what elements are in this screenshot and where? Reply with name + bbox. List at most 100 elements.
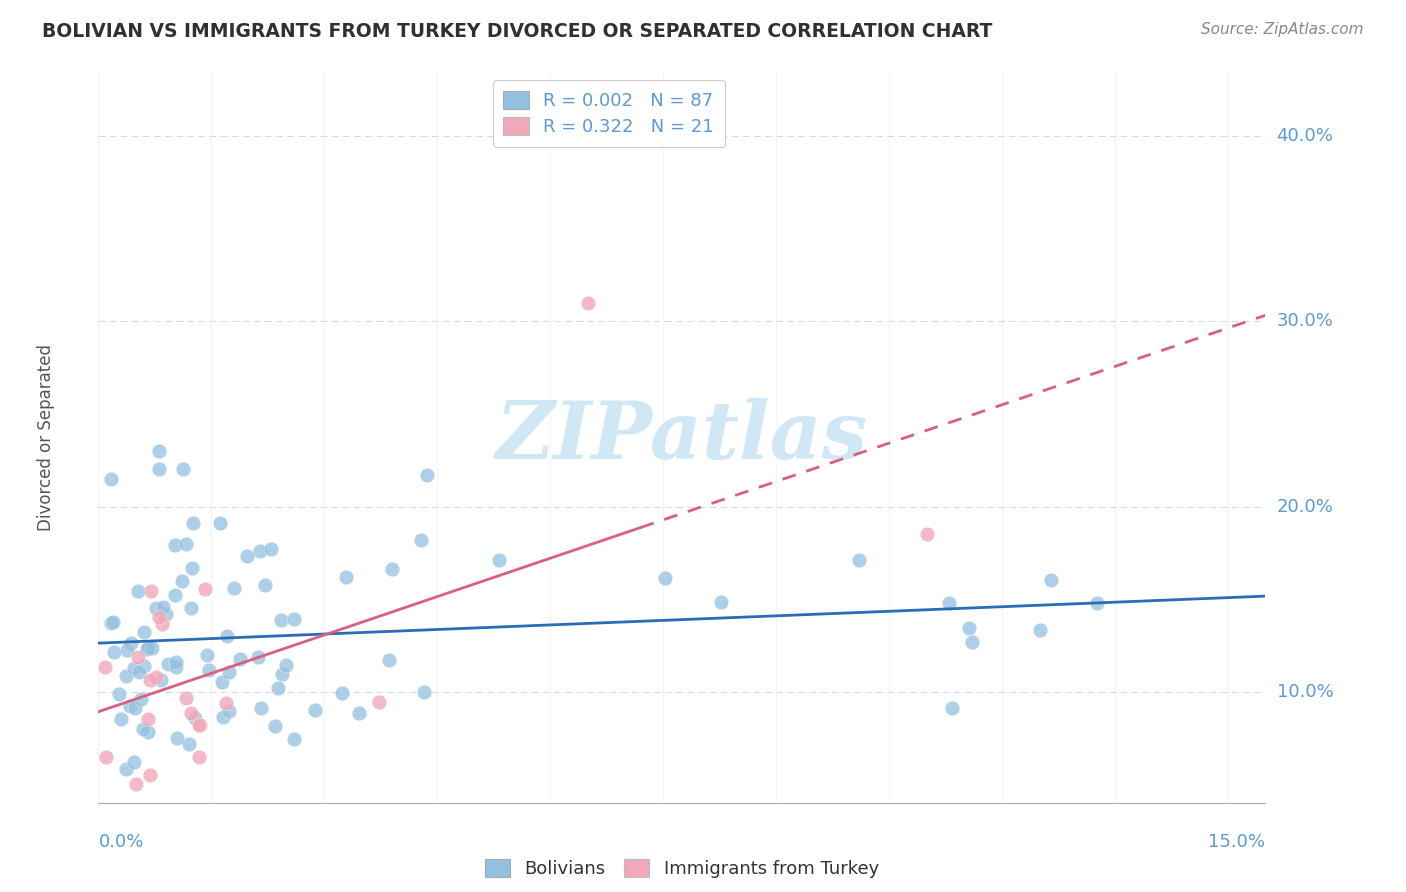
Text: 30.0%: 30.0% xyxy=(1277,312,1333,330)
Point xyxy=(304,703,326,717)
Point xyxy=(148,462,170,476)
Point xyxy=(172,462,194,476)
Point xyxy=(115,643,138,657)
Point xyxy=(198,663,221,677)
Point xyxy=(270,613,292,627)
Point xyxy=(150,617,173,632)
Point xyxy=(103,645,125,659)
Point xyxy=(576,295,599,310)
Point xyxy=(145,670,167,684)
Point xyxy=(152,600,174,615)
Point xyxy=(188,718,211,732)
Point xyxy=(378,652,401,666)
Point xyxy=(654,571,676,585)
Point xyxy=(415,468,437,483)
Point xyxy=(208,516,231,530)
Point xyxy=(100,616,122,631)
Point xyxy=(100,472,122,486)
Point xyxy=(136,725,159,739)
Point xyxy=(941,700,963,714)
Text: ZIPatlas: ZIPatlas xyxy=(496,399,868,475)
Point xyxy=(125,777,148,791)
Point xyxy=(176,691,198,706)
Point xyxy=(155,607,177,621)
Point xyxy=(1039,573,1062,587)
Point xyxy=(181,516,204,530)
Point xyxy=(274,658,297,673)
Point xyxy=(264,719,287,733)
Point xyxy=(368,695,391,709)
Point xyxy=(107,687,129,701)
Point xyxy=(132,659,155,673)
Point xyxy=(127,584,149,599)
Point xyxy=(170,574,193,589)
Point xyxy=(136,712,159,726)
Point xyxy=(174,537,197,551)
Text: 0.0%: 0.0% xyxy=(98,833,143,851)
Point xyxy=(214,696,236,710)
Point xyxy=(190,718,212,732)
Point xyxy=(129,692,152,706)
Point xyxy=(222,581,245,595)
Point xyxy=(180,600,202,615)
Point xyxy=(139,673,162,688)
Point xyxy=(165,588,187,602)
Point xyxy=(260,542,283,557)
Point xyxy=(132,625,155,640)
Point xyxy=(139,583,162,598)
Point xyxy=(1029,624,1052,638)
Point xyxy=(94,749,117,764)
Point xyxy=(136,640,159,654)
Point xyxy=(938,596,960,610)
Point xyxy=(710,595,733,609)
Point xyxy=(1087,596,1109,610)
Point xyxy=(135,641,157,656)
Point xyxy=(124,701,146,715)
Point xyxy=(103,615,125,629)
Text: Source: ZipAtlas.com: Source: ZipAtlas.com xyxy=(1201,22,1364,37)
Point xyxy=(128,665,150,680)
Point xyxy=(215,629,238,643)
Point xyxy=(960,634,983,648)
Point xyxy=(211,675,233,690)
Point xyxy=(180,706,202,720)
Point xyxy=(139,768,162,782)
Text: 40.0%: 40.0% xyxy=(1277,128,1333,145)
Point xyxy=(177,737,200,751)
Point xyxy=(283,611,305,625)
Point xyxy=(149,673,172,687)
Point xyxy=(166,731,188,746)
Text: BOLIVIAN VS IMMIGRANTS FROM TURKEY DIVORCED OR SEPARATED CORRELATION CHART: BOLIVIAN VS IMMIGRANTS FROM TURKEY DIVOR… xyxy=(42,22,993,41)
Point xyxy=(141,640,163,655)
Point xyxy=(848,553,870,567)
Point xyxy=(488,553,510,567)
Point xyxy=(349,706,371,720)
Point xyxy=(120,636,142,650)
Point xyxy=(218,665,240,680)
Point xyxy=(228,651,250,665)
Point xyxy=(380,562,402,576)
Point xyxy=(148,444,170,458)
Point xyxy=(132,722,155,736)
Point xyxy=(218,704,240,718)
Point xyxy=(114,669,136,683)
Point xyxy=(156,657,179,671)
Point xyxy=(271,666,294,681)
Point xyxy=(122,755,145,769)
Point xyxy=(412,684,434,698)
Point xyxy=(247,649,270,664)
Point xyxy=(267,681,290,695)
Point xyxy=(195,648,218,663)
Point xyxy=(283,731,305,746)
Point xyxy=(409,533,432,547)
Point xyxy=(250,701,273,715)
Point xyxy=(114,763,136,777)
Point xyxy=(165,660,187,674)
Text: 10.0%: 10.0% xyxy=(1277,682,1333,701)
Point xyxy=(165,655,187,669)
Point xyxy=(335,570,357,584)
Point xyxy=(957,621,980,635)
Point xyxy=(163,538,186,552)
Point xyxy=(148,610,170,624)
Legend: Bolivians, Immigrants from Turkey: Bolivians, Immigrants from Turkey xyxy=(478,852,886,885)
